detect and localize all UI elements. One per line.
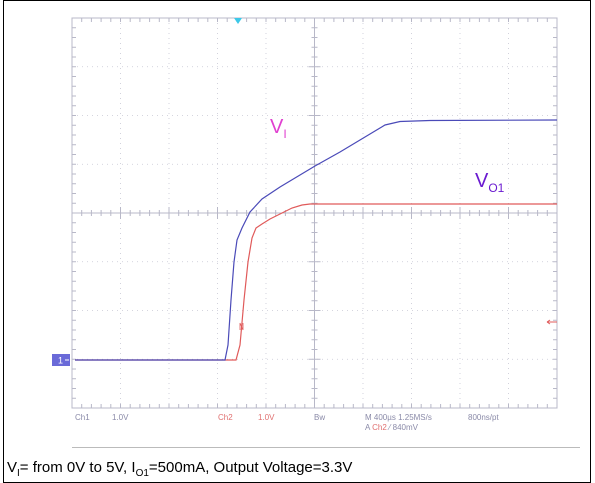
caption-part: = from 0V to 5V, I	[20, 459, 136, 476]
vi-label-sub: I	[283, 127, 286, 141]
bandwidth-label: Bw	[314, 413, 325, 422]
caption-part: V	[7, 459, 17, 476]
timebase: M 400µs 1.25MS/s	[365, 413, 432, 422]
vo1-label-main: V	[475, 170, 489, 192]
caption-sub: O1	[136, 468, 150, 479]
graticule	[71, 17, 558, 409]
ch1-label: Ch1	[75, 413, 90, 422]
caption-part: =500mA, Output Voltage=3.3V	[149, 459, 352, 476]
vo1-trace	[75, 203, 557, 361]
caption-sub: I	[17, 468, 20, 479]
caption: VI= from 0V to 5V, IO1=500mA, Output Vol…	[7, 459, 352, 479]
ch1-ground-marker	[52, 354, 70, 366]
trigger-channel: Ch2	[372, 423, 387, 432]
vi-label-main: V	[270, 116, 284, 138]
vo1-label: VO1	[475, 170, 505, 195]
trigger-level: 840mV	[393, 423, 419, 432]
trigger-prefix: A	[365, 423, 371, 432]
trigger-slope: ⁄	[387, 423, 392, 432]
ch1-marker-label: 1	[58, 356, 63, 366]
trigger-position-marker	[234, 18, 242, 24]
trace-glyph	[239, 322, 244, 331]
resolution: 800ns/pt	[468, 413, 499, 422]
vi-trace	[75, 119, 558, 361]
ch2-label: Ch2	[218, 413, 233, 422]
ch2-scale: 1.0V	[258, 413, 275, 422]
vo1-label-sub: O1	[488, 181, 504, 195]
ch2-level-marker	[546, 319, 557, 325]
frame	[3, 0, 591, 483]
ch1-scale: 1.0V	[112, 413, 129, 422]
trigger-info: A Ch2 ⁄ 840mV	[365, 423, 419, 432]
vi-label: VI	[270, 116, 287, 141]
